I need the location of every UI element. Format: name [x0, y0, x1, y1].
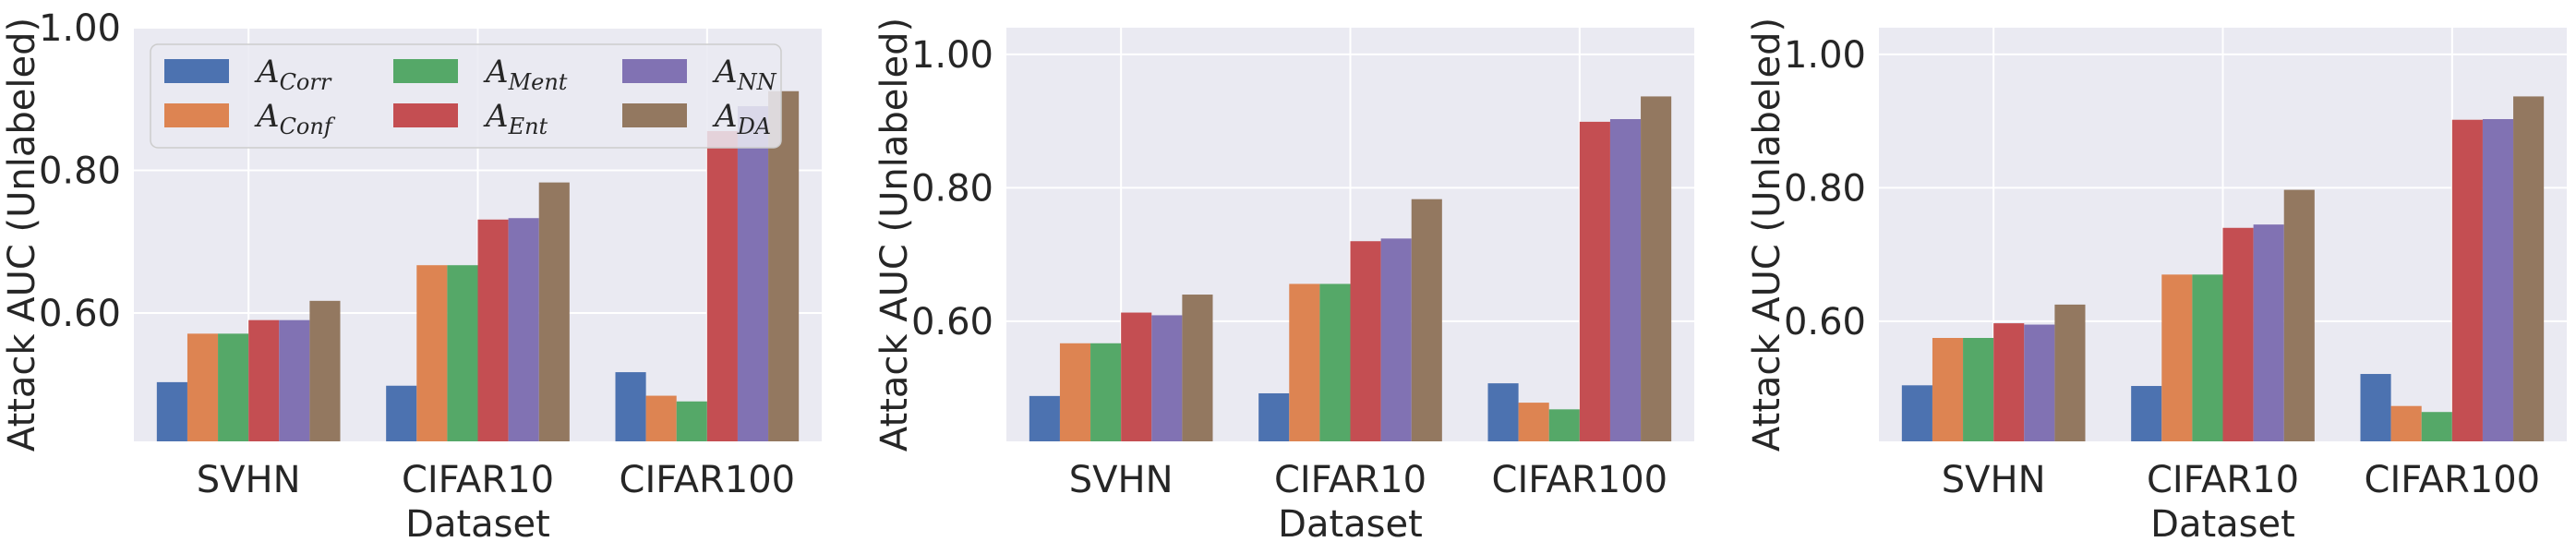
bar-A_Conf-CIFAR100: [2390, 405, 2422, 441]
bar-A_DA-CIFAR10: [1411, 199, 1442, 441]
bar-A_Corr-CIFAR100: [1487, 383, 1519, 441]
y-tick-label: 0.60: [1784, 301, 1866, 343]
bar-A_NN-SVHN: [279, 319, 310, 441]
bar-A_Ment-SVHN: [1090, 343, 1122, 441]
bar-A_Corr-CIFAR10: [1258, 392, 1290, 441]
legend-entry-ment: AMent: [483, 54, 568, 95]
legend-entry-da: ADA: [712, 98, 771, 139]
bar-A_Conf-SVHN: [187, 333, 219, 441]
y-axis-label: Attack AUC (Unlabeled): [1746, 18, 1788, 452]
x-tick-label: CIFAR100: [1492, 459, 1668, 501]
bar-A_Corr-CIFAR100: [615, 372, 646, 441]
legend-swatch: [164, 59, 229, 83]
bar-A_Ment-CIFAR100: [676, 401, 707, 441]
x-axis-label: Dataset: [2150, 503, 2295, 546]
y-tick-label: 0.80: [1784, 167, 1866, 210]
bar-A_Corr-CIFAR100: [2360, 374, 2391, 441]
bar-A_NN-SVHN: [2024, 324, 2055, 441]
bar-A_Ment-CIFAR10: [447, 265, 478, 441]
bar-A_DA-CIFAR10: [538, 182, 570, 441]
bar-A_Conf-CIFAR10: [416, 265, 448, 441]
bar-A_Ent-CIFAR10: [477, 219, 509, 441]
bar-A_Corr-SVHN: [156, 381, 187, 441]
bar-A_DA-CIFAR100: [768, 90, 800, 442]
bar-A_Corr-CIFAR10: [2131, 386, 2162, 441]
bar-A_DA-CIFAR100: [1641, 96, 1672, 441]
bar-A_DA-SVHN: [309, 300, 341, 441]
bar-A_Ent-SVHN: [1993, 323, 2025, 441]
bar-A_Conf-CIFAR10: [1289, 283, 1320, 441]
legend-swatch: [164, 103, 229, 127]
bar-A_Ent-SVHN: [248, 319, 280, 441]
legend-entry-corr: ACorr: [254, 54, 332, 95]
bar-A_Ent-CIFAR100: [2451, 119, 2483, 441]
bar-A_NN-CIFAR100: [737, 105, 769, 441]
bar-A_DA-CIFAR100: [2513, 96, 2545, 441]
legend-entry-nn: ANN: [712, 54, 777, 95]
bar-A_Ment-CIFAR100: [2421, 412, 2452, 441]
bar-A_Ent-CIFAR10: [1350, 241, 1381, 441]
bar-A_Ent-CIFAR10: [2222, 227, 2254, 441]
legend-swatch: [622, 59, 687, 83]
y-tick-label: 0.80: [911, 167, 993, 210]
x-tick-label: SVHN: [1069, 459, 1174, 501]
bar-A_Conf-CIFAR100: [645, 395, 677, 441]
bar-A_Conf-SVHN: [1059, 343, 1091, 441]
x-tick-label: CIFAR10: [2147, 459, 2299, 501]
x-axis-label: Dataset: [1278, 503, 1423, 546]
bar-A_DA-CIFAR10: [2283, 189, 2315, 441]
bar-A_Corr-CIFAR10: [386, 385, 417, 441]
chart-panel-2: 0.60 0.80 1.00 SVHN CIFAR10 CIFAR100 Dataset At…: [873, 18, 1694, 546]
x-tick-label: SVHN: [1942, 459, 2046, 501]
bar-A_NN-SVHN: [1151, 315, 1183, 441]
bar-A_Ment-CIFAR10: [2192, 274, 2223, 441]
bar-A_Ent-SVHN: [1121, 312, 1152, 441]
y-tick-label: 0.80: [39, 150, 121, 192]
bar-A_Corr-SVHN: [1029, 395, 1060, 441]
x-tick-label: CIFAR10: [1274, 459, 1426, 501]
x-tick-label: CIFAR100: [620, 459, 796, 501]
bar-A_NN-CIFAR10: [508, 218, 539, 441]
chart-panel-1: 0.60 0.80 1.00 SVHN CIFAR10 CIFAR100 Dataset At…: [1, 7, 822, 546]
x-tick-label: CIFAR100: [2365, 459, 2541, 501]
bar-A_Ent-CIFAR100: [706, 131, 738, 441]
y-tick-label: 0.60: [39, 293, 121, 335]
bar-A_NN-CIFAR100: [2482, 118, 2514, 442]
legend-entry-ent: AEnt: [483, 98, 548, 139]
x-tick-label: SVHN: [197, 459, 301, 501]
bar-A_Conf-CIFAR10: [2161, 274, 2193, 441]
bar-A_Corr-SVHN: [1901, 385, 1932, 441]
bar-A_Ment-SVHN: [1963, 338, 1994, 441]
y-tick-label: 1.00: [1784, 34, 1866, 77]
legend-entry-conf: AConf: [254, 98, 336, 139]
chart-panel-3: 0.60 0.80 1.00 SVHN CIFAR10 CIFAR100 Dataset At…: [1746, 18, 2567, 546]
bar-A_DA-SVHN: [2054, 304, 2086, 441]
bar-A_DA-SVHN: [1182, 295, 1213, 441]
legend-swatch: [622, 103, 687, 127]
y-tick-label: 0.60: [911, 301, 993, 343]
bar-A_Conf-CIFAR100: [1518, 403, 1549, 441]
y-axis-label: Attack AUC (Unlabeled): [1, 18, 43, 452]
y-tick-label: 1.00: [911, 34, 993, 77]
bar-A_Ment-CIFAR10: [1319, 283, 1351, 441]
bar-A_Conf-SVHN: [1932, 338, 1964, 441]
y-axis-label: Attack AUC (Unlabeled): [873, 18, 916, 452]
legend-swatch: [393, 103, 458, 127]
bar-A_Ent-CIFAR100: [1579, 121, 1610, 442]
bar-A_NN-CIFAR100: [1609, 118, 1642, 442]
bar-A_NN-CIFAR10: [1380, 238, 1412, 441]
x-axis-label: Dataset: [405, 503, 550, 546]
bar-A_Ment-SVHN: [218, 333, 249, 441]
legend-swatch: [393, 59, 458, 83]
bar-A_NN-CIFAR10: [2253, 224, 2284, 441]
x-tick-label: CIFAR10: [402, 459, 554, 501]
bar-A_Ment-CIFAR100: [1548, 409, 1580, 441]
y-tick-label: 1.00: [39, 7, 121, 50]
